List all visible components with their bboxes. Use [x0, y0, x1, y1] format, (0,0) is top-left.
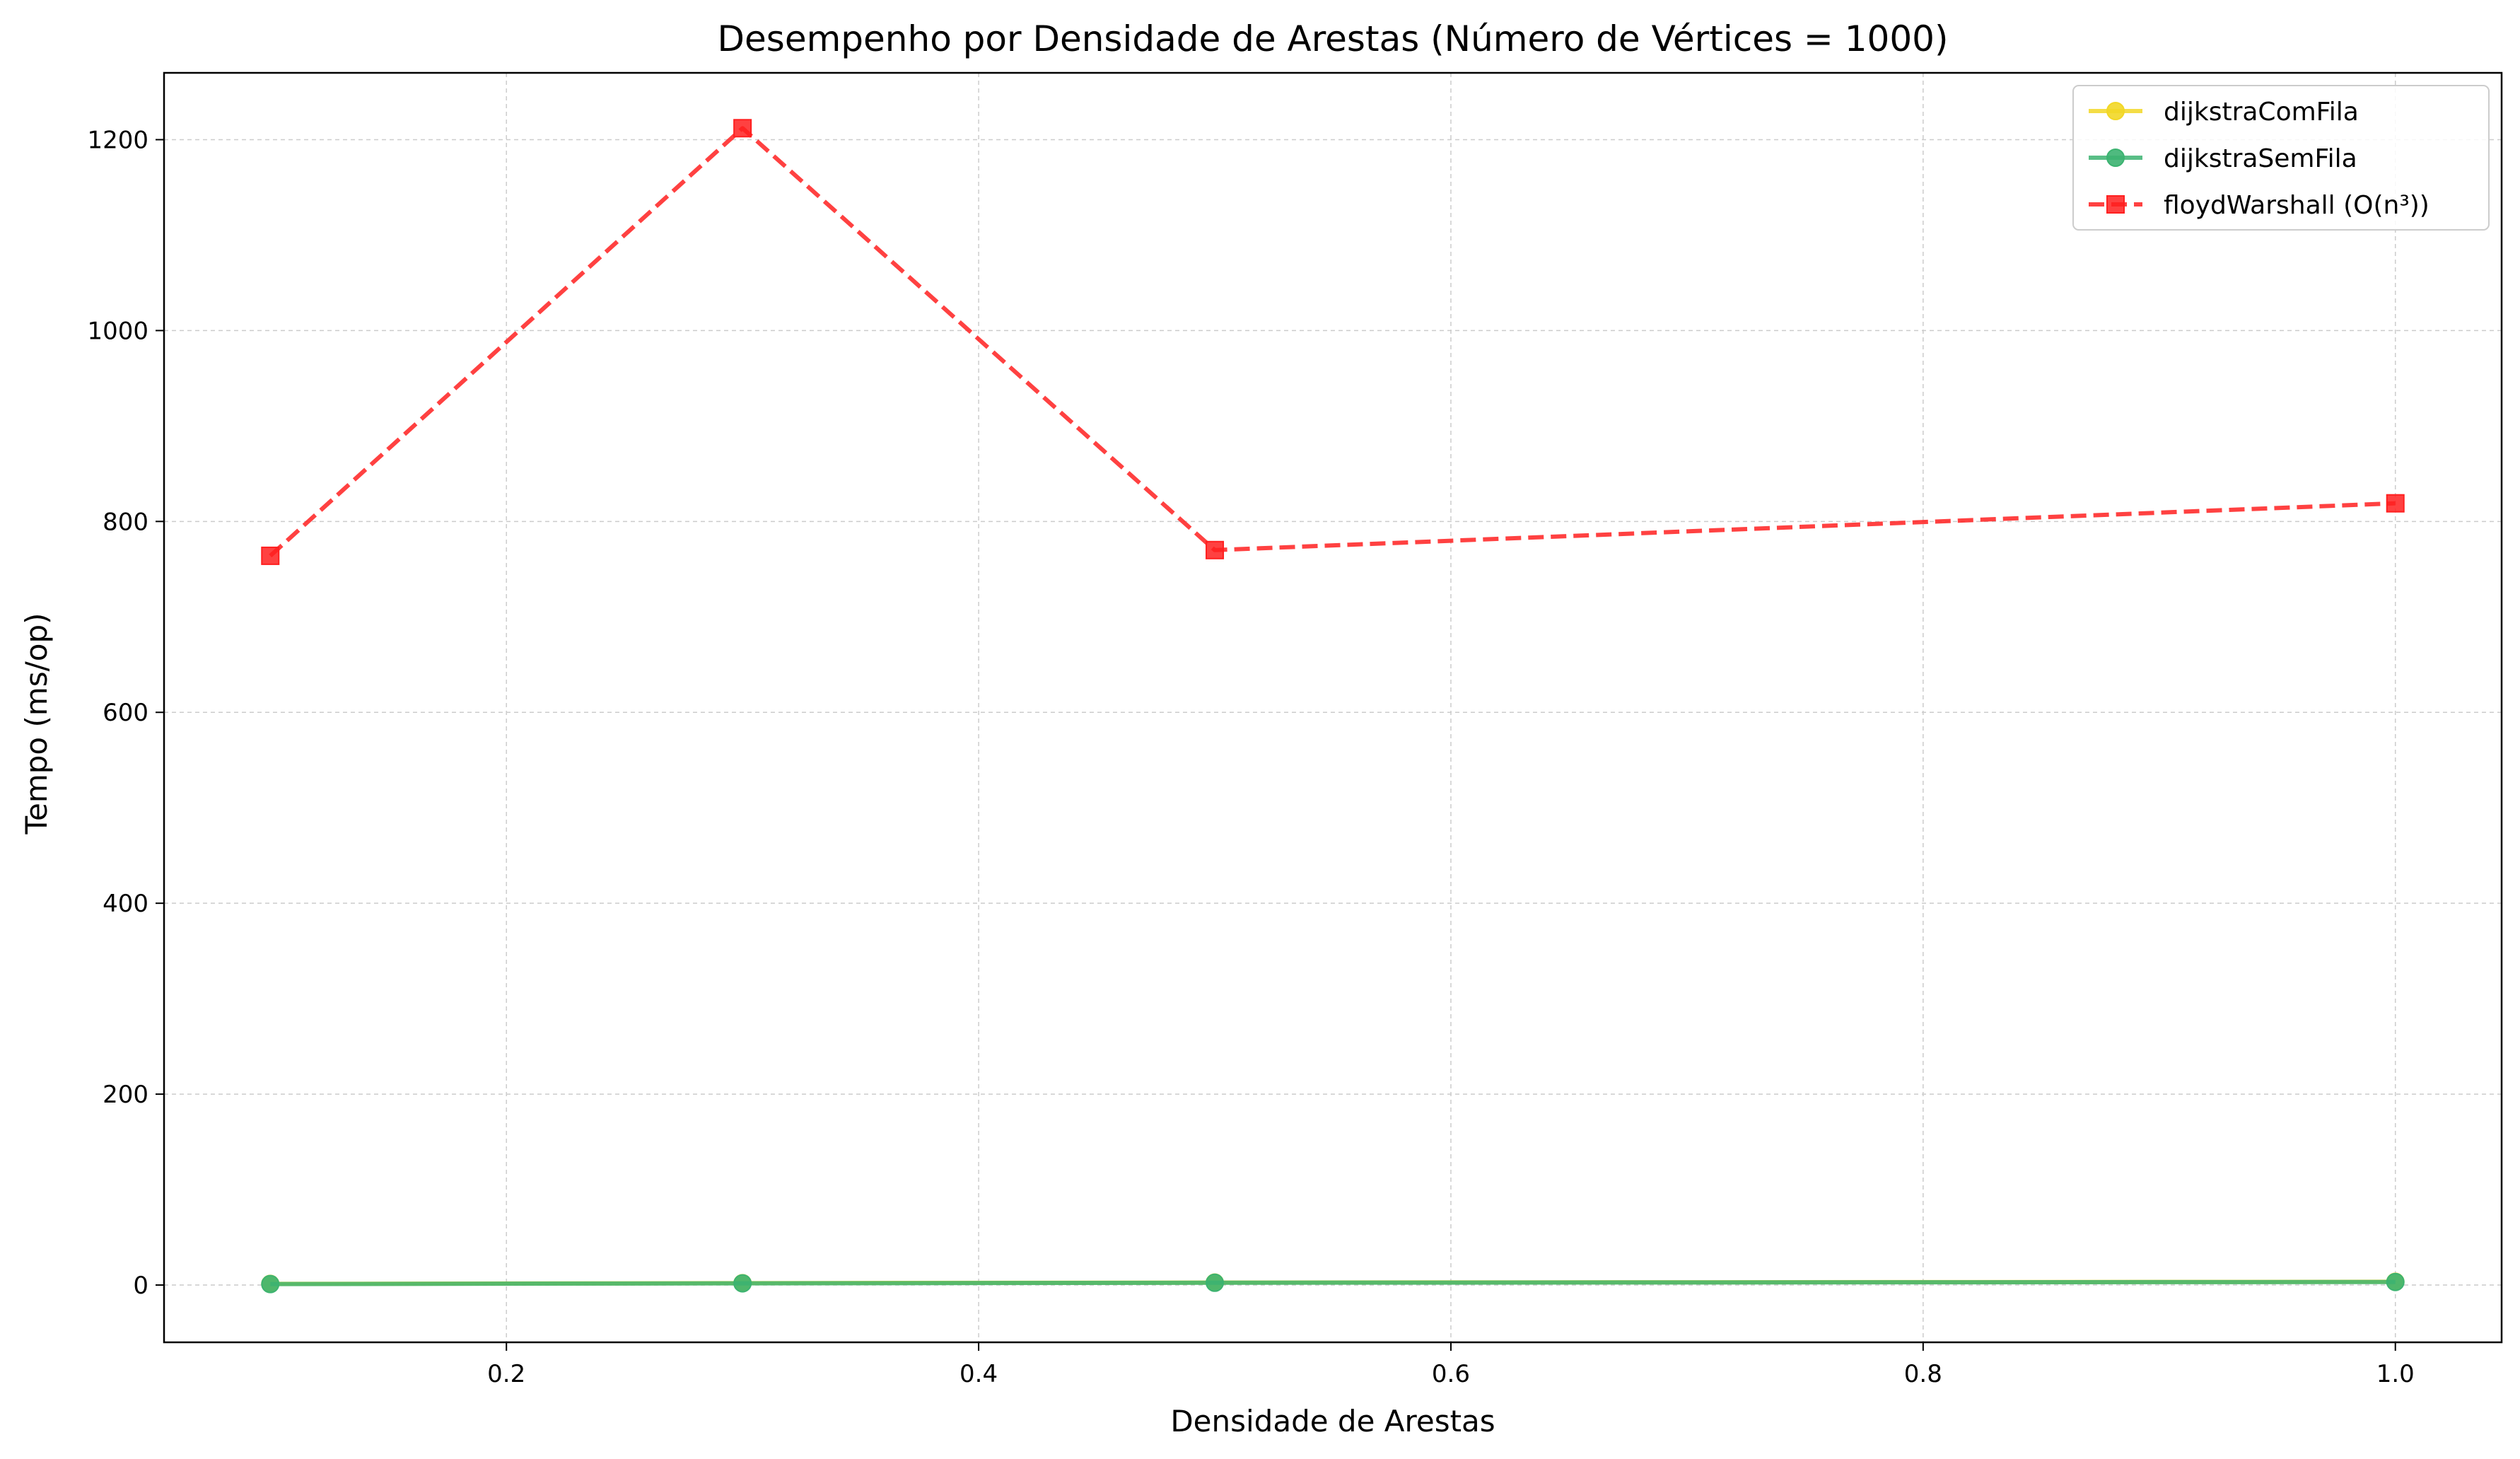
series-line — [269, 126, 2396, 558]
legend-swatch-marker — [2106, 102, 2125, 120]
y-tick-label: 600 — [103, 699, 148, 727]
data-point — [2386, 1272, 2405, 1291]
series-line — [270, 1279, 2396, 1286]
data-point — [2386, 494, 2405, 513]
y-tick-label: 800 — [103, 508, 148, 536]
data-point — [261, 546, 280, 565]
chart-title: Desempenho por Densidade de Arestas (Núm… — [718, 18, 1949, 59]
series-dijkstrasemfila — [261, 1272, 2405, 1294]
legend-label: dijkstraComFila — [2164, 98, 2359, 127]
grid — [164, 73, 2502, 1342]
legend: dijkstraComFila dijkstraSemFila floydWarsh… — [2072, 85, 2490, 231]
axes: 0.2 0.4 0.6 0.8 1.0 0 200 400 600 800 1000 1200 — [87, 126, 2414, 1388]
data-point — [1206, 540, 1225, 559]
y-tick-label: 1000 — [87, 317, 148, 345]
series-floydwarshall-o-n- — [261, 119, 2405, 565]
data-point — [733, 119, 752, 138]
x-tick-label: 0.8 — [1904, 1360, 1942, 1388]
y-tick-label: 400 — [103, 890, 148, 918]
x-axis-title: Densidade de Arestas — [1170, 1404, 1495, 1438]
y-tick-label: 200 — [103, 1081, 148, 1109]
y-axis-title: Tempo (ms/op) — [19, 612, 54, 835]
data-point — [261, 1274, 280, 1294]
x-tick-label: 0.6 — [1432, 1360, 1470, 1388]
data-point — [733, 1274, 752, 1293]
legend-swatch-marker — [2106, 195, 2125, 214]
data-point — [1206, 1273, 1225, 1292]
x-tick-label: 0.2 — [487, 1360, 525, 1388]
legend-swatch-marker — [2106, 149, 2125, 167]
y-tick-label: 0 — [133, 1272, 148, 1300]
x-tick-label: 1.0 — [2376, 1360, 2415, 1388]
plot-area-frame — [163, 71, 2503, 1344]
series-layer — [261, 119, 2405, 1294]
y-tick-label: 1200 — [87, 126, 148, 154]
legend-box — [2072, 85, 2490, 231]
legend-label: floydWarshall (O(n³)) — [2164, 191, 2429, 220]
x-tick-label: 0.4 — [959, 1360, 998, 1388]
legend-label: dijkstraSemFila — [2164, 144, 2357, 173]
